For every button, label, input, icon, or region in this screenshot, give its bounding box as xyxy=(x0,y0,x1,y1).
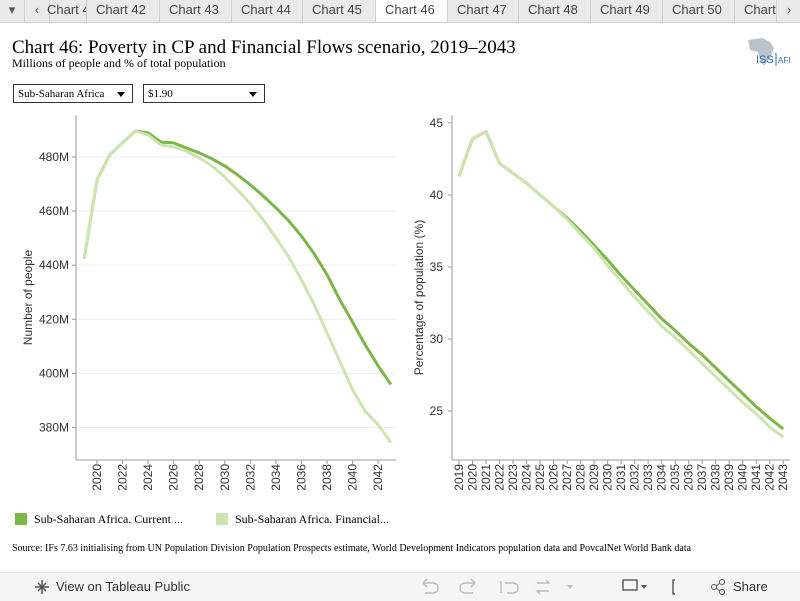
tab[interactable]: Chart 45 xyxy=(303,0,376,22)
y-tick-label: 400M xyxy=(39,366,69,380)
legend-swatch xyxy=(216,513,228,525)
x-tick-label: 2019 xyxy=(452,464,466,491)
x-tick-label: 2038 xyxy=(320,464,334,491)
region-dropdown[interactable]: Sub-Saharan Africa xyxy=(13,84,133,103)
threshold-dropdown[interactable]: $1.90 xyxy=(143,84,265,103)
menu-button[interactable]: ▾ xyxy=(0,0,25,22)
x-tick-label: 2030 xyxy=(218,464,232,491)
x-tick-label: 2027 xyxy=(560,464,574,491)
x-tick-label: 2043 xyxy=(776,464,790,491)
x-tick-label: 2028 xyxy=(192,464,206,491)
share-icon xyxy=(711,579,725,595)
x-tick-label: 2040 xyxy=(346,464,360,491)
x-tick-label: 2038 xyxy=(709,464,723,491)
tab[interactable]: Chart 44 xyxy=(232,0,303,22)
x-tick-label: 2026 xyxy=(167,464,181,491)
y-tick-label: 35 xyxy=(430,260,444,274)
x-tick-label: 2033 xyxy=(641,464,655,491)
x-tick-label: 2034 xyxy=(655,464,669,491)
x-tick-label: 2028 xyxy=(574,464,588,491)
y-tick-label: 440M xyxy=(39,258,69,272)
x-tick-label: 2032 xyxy=(243,464,257,491)
x-tick-label: 2032 xyxy=(628,464,642,491)
legend-label[interactable]: Sub-Saharan Africa. Current ... xyxy=(34,512,183,526)
x-tick-label: 2025 xyxy=(533,464,547,491)
tab[interactable]: Chart 42 xyxy=(87,0,160,22)
series-line xyxy=(457,130,785,439)
tableau-icon xyxy=(35,580,49,594)
toolbar: View on Tableau Public Share xyxy=(0,572,800,601)
title: Chart 46: Poverty in CP and Financial Fl… xyxy=(12,37,516,58)
y-tick-label: 45 xyxy=(430,116,444,130)
source-note: Source: IFs 7.63 initialising from UN Po… xyxy=(12,543,692,554)
y-axis-title: Number of people xyxy=(21,249,35,345)
x-tick-label: 2020 xyxy=(466,464,480,491)
toolbar-icons xyxy=(422,578,675,595)
tab[interactable]: Chart 43 xyxy=(160,0,232,22)
tab[interactable]: Chart 48 xyxy=(519,0,591,22)
x-tick-label: 2026 xyxy=(547,464,561,491)
x-tick-label: 2041 xyxy=(749,464,763,491)
x-tick-label: 2039 xyxy=(722,464,736,491)
y-tick-label: 420M xyxy=(39,312,69,326)
tab[interactable]: Chart 41 xyxy=(38,0,87,22)
x-tick-label: 2034 xyxy=(269,464,283,491)
x-tick-label: 2024 xyxy=(520,464,534,491)
y-tick-label: 460M xyxy=(39,204,69,218)
download-icon[interactable] xyxy=(622,579,638,591)
y-tick-label: 25 xyxy=(430,404,444,418)
y-tick-label: 480M xyxy=(39,150,69,164)
x-tick-label: 2042 xyxy=(763,464,777,491)
logo-text: ISS xyxy=(756,54,774,66)
y-tick-label: 380M xyxy=(39,421,69,435)
x-tick-label: 2040 xyxy=(736,464,750,491)
y-tick-label: 30 xyxy=(430,332,444,346)
series-line xyxy=(82,129,393,386)
legend-swatch xyxy=(15,513,27,525)
logo-map xyxy=(748,38,774,66)
x-tick-label: 2036 xyxy=(682,464,696,491)
revert-icon[interactable] xyxy=(500,581,519,594)
charts: 380M 400M 420M 440M 460M 480M 2020 2022 2024 2026… xyxy=(21,115,790,491)
x-tick-label: 2030 xyxy=(601,464,615,491)
view-on-tableau-link[interactable]: View on Tableau Public xyxy=(56,579,190,594)
prev-tab-button[interactable]: ‹ xyxy=(25,0,50,22)
subtitle: Millions of people and % of total popula… xyxy=(12,56,226,70)
tab[interactable]: Chart 46 xyxy=(376,0,448,22)
logo: ISS AFI xyxy=(748,38,790,66)
x-tick-label: 2035 xyxy=(668,464,682,491)
x-tick-label: 2036 xyxy=(294,464,308,491)
tab[interactable]: Chart 50 xyxy=(663,0,735,22)
x-tick-label: 2042 xyxy=(371,464,385,491)
undo-icon[interactable] xyxy=(422,578,439,594)
x-tick-label: 2020 xyxy=(90,464,104,491)
logo-text: AFI xyxy=(778,56,790,65)
tab-bar: ▾ ‹ Chart 51 Chart 50 Chart 49 Chart 48 Char… xyxy=(0,0,800,23)
x-tick-label: 2029 xyxy=(587,464,601,491)
x-tick-label: 2021 xyxy=(479,464,493,491)
tab[interactable]: Chart 47 xyxy=(448,0,519,22)
tab[interactable]: Chart 49 xyxy=(591,0,663,22)
x-tick-label: 2022 xyxy=(116,464,130,491)
x-tick-label: 2037 xyxy=(695,464,709,491)
refresh-icon[interactable] xyxy=(535,579,551,595)
legend-label[interactable]: Sub-Saharan Africa. Financial... xyxy=(235,512,389,526)
x-tick-label: 2031 xyxy=(614,464,628,491)
share-button[interactable]: Share xyxy=(733,579,768,594)
y-axis-title: Percentage of population (%) xyxy=(412,220,426,375)
x-tick-label: 2024 xyxy=(141,464,155,491)
fullscreen-icon[interactable] xyxy=(672,579,675,595)
x-tick-label: 2023 xyxy=(506,464,520,491)
redo-icon[interactable] xyxy=(459,578,476,594)
x-tick-label: 2022 xyxy=(493,464,507,491)
series-line xyxy=(82,129,393,444)
y-tick-label: 40 xyxy=(430,188,444,202)
next-tab-button[interactable]: › xyxy=(776,0,800,22)
